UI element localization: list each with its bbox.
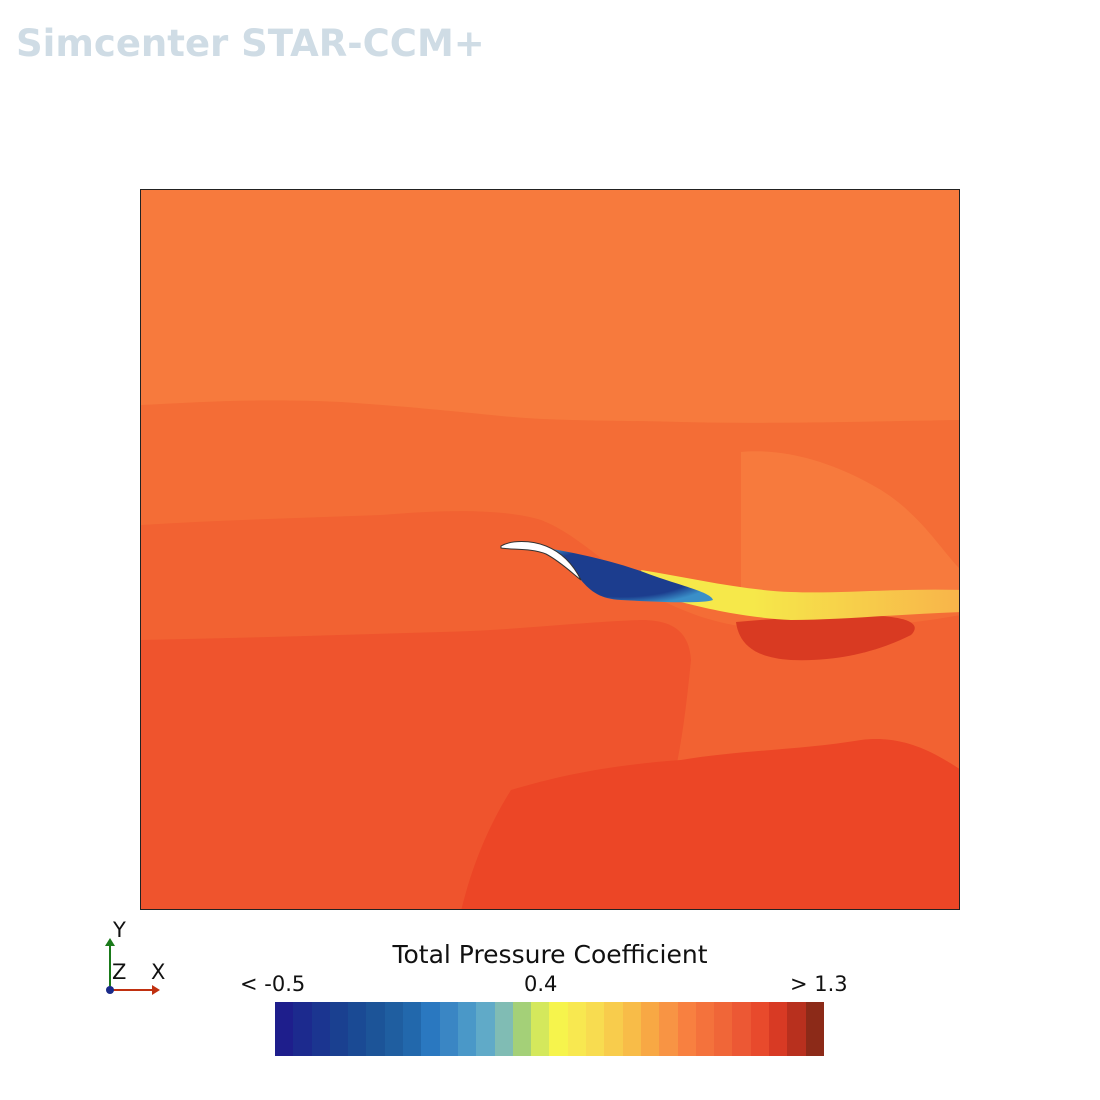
colorbar-swatch (457, 1002, 477, 1056)
colorbar-swatch (311, 1002, 330, 1056)
y-axis-label: Y (113, 918, 126, 942)
colorbar-swatch (695, 1002, 715, 1056)
colorbar (275, 1002, 824, 1056)
colorbar-swatch (329, 1002, 349, 1056)
colorbar-swatch (384, 1002, 404, 1056)
wake-band (641, 570, 959, 620)
colorbar-swatch (512, 1002, 532, 1056)
separation-bubble (546, 548, 713, 603)
colorbar-swatch (586, 1002, 605, 1056)
colorbar-swatch (476, 1002, 495, 1056)
colorbar-swatch (732, 1002, 751, 1056)
contour-plot-viewport[interactable] (140, 189, 960, 910)
colorbar-swatch (403, 1002, 422, 1056)
colorbar-swatch (531, 1002, 550, 1056)
colorbar-mid-label: 0.4 (524, 972, 558, 996)
colorbar-swatch (677, 1002, 696, 1056)
region-bottom (461, 739, 959, 909)
app-watermark: Simcenter STAR-CCM+ (16, 22, 485, 65)
colorbar-swatch (787, 1002, 806, 1056)
colorbar-swatch (769, 1002, 788, 1056)
colorbar-swatch (622, 1002, 641, 1056)
colorbar-swatch (494, 1002, 513, 1056)
colorbar-swatch (275, 1002, 294, 1056)
region-dark-pocket (736, 615, 915, 661)
colorbar-swatch (366, 1002, 385, 1056)
airfoil-shape (500, 541, 582, 581)
colorbar-min-label: < -0.5 (240, 972, 306, 996)
colorbar-swatch (567, 1002, 587, 1056)
colorbar-swatch (439, 1002, 458, 1056)
colorbar-swatch (421, 1002, 440, 1056)
colorbar-swatch (659, 1002, 678, 1056)
colorbar-swatch (293, 1002, 312, 1056)
colorbar-swatch (640, 1002, 660, 1056)
axis-triad: Y Z X (96, 918, 176, 1000)
colorbar-swatch (714, 1002, 733, 1056)
colorbar-swatch (805, 1002, 824, 1056)
z-axis-label: Z (112, 960, 127, 984)
colorbar-title: Total Pressure Coefficient (392, 940, 708, 969)
colorbar-swatch (549, 1002, 568, 1056)
colorbar-swatch (750, 1002, 770, 1056)
region-right-lighter (741, 451, 959, 623)
pressure-contour-field (141, 190, 959, 909)
x-axis-label: X (151, 960, 166, 984)
colorbar-max-label: > 1.3 (790, 972, 848, 996)
colorbar-swatch (604, 1002, 623, 1056)
colorbar-swatch (348, 1002, 367, 1056)
